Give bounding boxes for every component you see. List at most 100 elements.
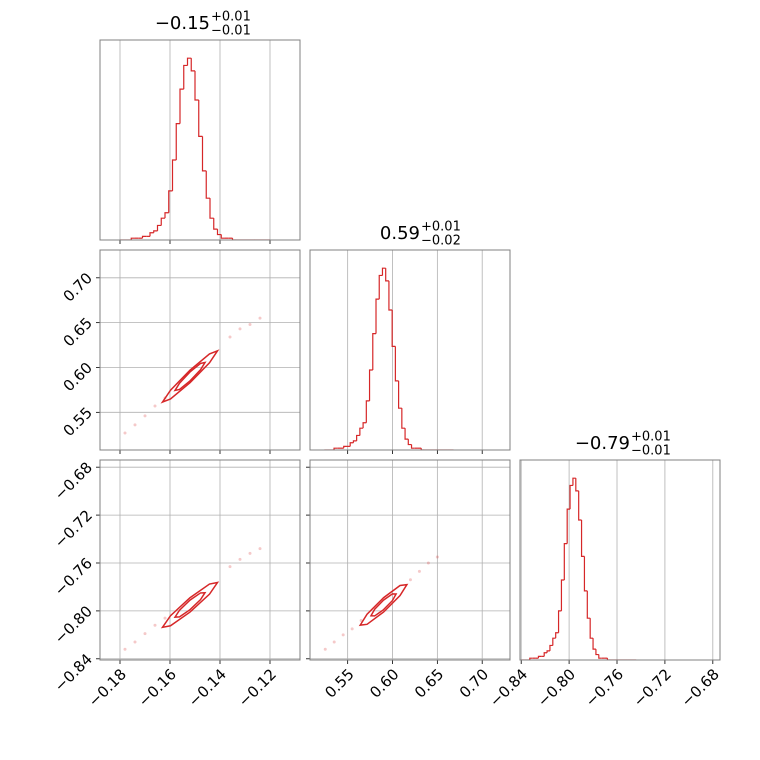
scatter xyxy=(123,547,262,651)
histogram-bin xyxy=(549,644,553,651)
contour xyxy=(358,583,409,627)
histogram-bin xyxy=(231,238,237,240)
point xyxy=(238,557,242,561)
histogram-bin xyxy=(592,638,596,650)
point xyxy=(153,623,157,627)
histogram xyxy=(521,477,637,660)
histogram-bin xyxy=(410,444,415,449)
scatter xyxy=(123,316,262,435)
histogram-bin xyxy=(168,190,173,213)
point xyxy=(163,616,167,620)
panel-frame xyxy=(309,459,511,661)
contour xyxy=(173,361,207,392)
histogram-bin xyxy=(566,508,571,544)
histogram-bin xyxy=(183,64,188,90)
point xyxy=(238,327,242,331)
y-tick-label: −0.68 xyxy=(51,458,96,503)
histogram-bin xyxy=(575,478,579,492)
histogram-panel: 0.59 +0.01−0.02 xyxy=(309,220,511,454)
x-tick-label: −0.72 xyxy=(630,665,675,710)
title-minus: −0.02 xyxy=(421,234,461,249)
histogram-panel: −0.84 −0.80 −0.76 −0.72 −0.68 −0.79 +0.01−0.01 xyxy=(486,430,723,711)
histogram-bin xyxy=(333,447,338,450)
x-tick-label: −0.16 xyxy=(135,665,180,710)
histogram-bin xyxy=(569,484,573,510)
histogram-bin xyxy=(529,657,533,660)
x-tick-label: 0.60 xyxy=(366,665,402,701)
title-plus: +0.01 xyxy=(631,430,671,445)
histogram-bin xyxy=(220,234,225,239)
y-tick-label: −0.72 xyxy=(51,506,96,551)
contour xyxy=(173,591,207,618)
contour xyxy=(160,581,220,629)
x-tick-label: −0.84 xyxy=(486,665,531,710)
histogram-bin xyxy=(589,618,594,639)
x-tick-label: −0.12 xyxy=(235,665,280,710)
y-tick-label: −0.80 xyxy=(51,602,96,647)
histogram-bin xyxy=(404,428,409,440)
histogram-panel: −0.15 +0.01−0.01 xyxy=(99,10,301,244)
histogram-bin xyxy=(394,346,399,382)
point xyxy=(341,633,345,637)
x-tick-label: 0.55 xyxy=(321,665,357,701)
point xyxy=(123,431,127,435)
histogram-bin xyxy=(149,232,154,237)
histogram-bin xyxy=(552,637,556,646)
histogram-bin xyxy=(572,477,576,486)
histogram-bin xyxy=(368,369,373,401)
point xyxy=(228,565,232,569)
point xyxy=(435,555,439,559)
histogram-bin xyxy=(156,224,162,231)
x-tick-label: −0.68 xyxy=(678,665,723,710)
histogram-bin xyxy=(343,445,347,449)
point xyxy=(332,640,336,644)
scatter-panel: −0.18 −0.16 −0.14 −0.12 −0.84−0.80−0.76−0.72… xyxy=(51,458,301,711)
histogram-bin xyxy=(160,217,165,226)
histogram-bin xyxy=(362,422,367,429)
panel-title: −0.79 xyxy=(575,433,630,454)
histogram-bin xyxy=(420,448,425,450)
histogram-bin xyxy=(164,212,169,219)
histogram-bin xyxy=(580,520,585,557)
point xyxy=(426,561,430,565)
title-minus: −0.01 xyxy=(631,444,671,459)
histogram-bin xyxy=(555,632,559,639)
histogram-bin xyxy=(141,235,147,239)
histogram-bin xyxy=(557,610,562,633)
y-tick-label: 0.65 xyxy=(60,314,96,350)
x-tick-label: 0.65 xyxy=(411,665,447,701)
histogram-bin xyxy=(543,652,548,657)
point xyxy=(408,578,412,582)
title-plus: +0.01 xyxy=(211,10,251,25)
point xyxy=(228,335,232,339)
y-tick-label: 0.70 xyxy=(60,269,96,305)
panel-frame xyxy=(309,249,511,451)
point xyxy=(143,632,147,636)
histogram-bin xyxy=(560,579,565,611)
histogram-bin xyxy=(378,274,383,300)
panel-frame xyxy=(99,249,301,451)
contour xyxy=(369,593,398,617)
histogram-bin xyxy=(595,649,599,656)
histogram-bin xyxy=(359,427,364,436)
histogram-bin xyxy=(205,170,210,199)
point xyxy=(417,569,421,573)
x-tick-label: −0.18 xyxy=(85,665,130,710)
point xyxy=(133,640,137,644)
panel-title: 0.59 xyxy=(380,223,420,244)
contour xyxy=(160,349,220,404)
title-minus: −0.01 xyxy=(211,24,251,39)
histogram-bin xyxy=(216,229,222,236)
histogram-bin xyxy=(385,268,389,282)
histogram-bin xyxy=(201,136,207,172)
histogram-bin xyxy=(598,654,602,659)
histogram-bin xyxy=(586,590,591,619)
histogram xyxy=(324,267,454,450)
point xyxy=(258,547,262,551)
histogram-bin xyxy=(391,310,396,347)
histogram-bin xyxy=(186,57,192,66)
histogram-bin xyxy=(407,439,412,446)
histogram-bin xyxy=(381,267,386,276)
histogram-bin xyxy=(401,408,406,429)
y-tick-label: −0.76 xyxy=(51,554,96,599)
